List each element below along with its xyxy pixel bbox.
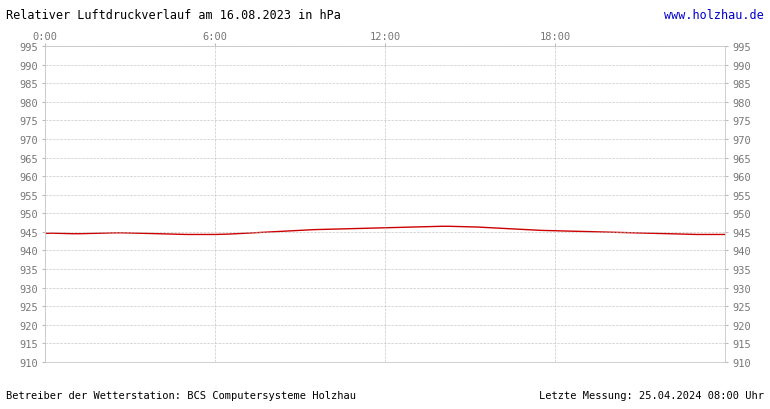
Text: Betreiber der Wetterstation: BCS Computersysteme Holzhau: Betreiber der Wetterstation: BCS Compute… [6, 390, 357, 400]
Text: Relativer Luftdruckverlauf am 16.08.2023 in hPa: Relativer Luftdruckverlauf am 16.08.2023… [6, 9, 341, 22]
Text: Letzte Messung: 25.04.2024 08:00 Uhr: Letzte Messung: 25.04.2024 08:00 Uhr [539, 390, 764, 400]
Text: www.holzhau.de: www.holzhau.de [664, 9, 764, 22]
